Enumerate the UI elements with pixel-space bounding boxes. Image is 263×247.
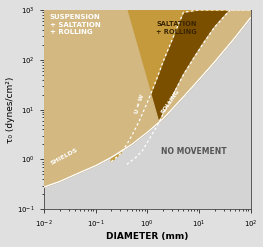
Polygon shape — [44, 10, 251, 162]
Polygon shape — [44, 10, 251, 187]
Y-axis label: τ₀ (dynes/cm²): τ₀ (dynes/cm²) — [6, 77, 14, 143]
Polygon shape — [44, 10, 251, 187]
Text: SUSPENSION
+ SALTATION
+ ROLLING: SUSPENSION + SALTATION + ROLLING — [50, 15, 101, 36]
X-axis label: DIAMETER (mm): DIAMETER (mm) — [106, 232, 189, 242]
Text: NO MOVEMENT: NO MOVEMENT — [161, 146, 227, 156]
Text: ROLLING: ROLLING — [160, 88, 181, 114]
Text: U = W: U = W — [134, 94, 145, 114]
Text: SALTATION
+ ROLLING: SALTATION + ROLLING — [156, 21, 197, 35]
Text: SHIELDS: SHIELDS — [50, 147, 79, 166]
